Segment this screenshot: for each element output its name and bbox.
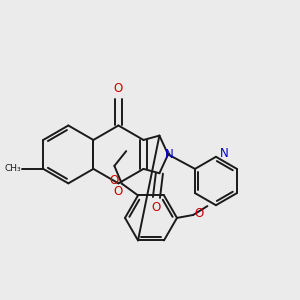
Text: O: O: [152, 201, 161, 214]
Text: N: N: [220, 147, 229, 160]
Text: O: O: [114, 82, 123, 95]
Text: N: N: [165, 148, 174, 161]
Text: O: O: [113, 185, 122, 198]
Text: CH₃: CH₃: [4, 164, 21, 173]
Text: O: O: [195, 207, 204, 220]
Text: O: O: [110, 174, 119, 187]
